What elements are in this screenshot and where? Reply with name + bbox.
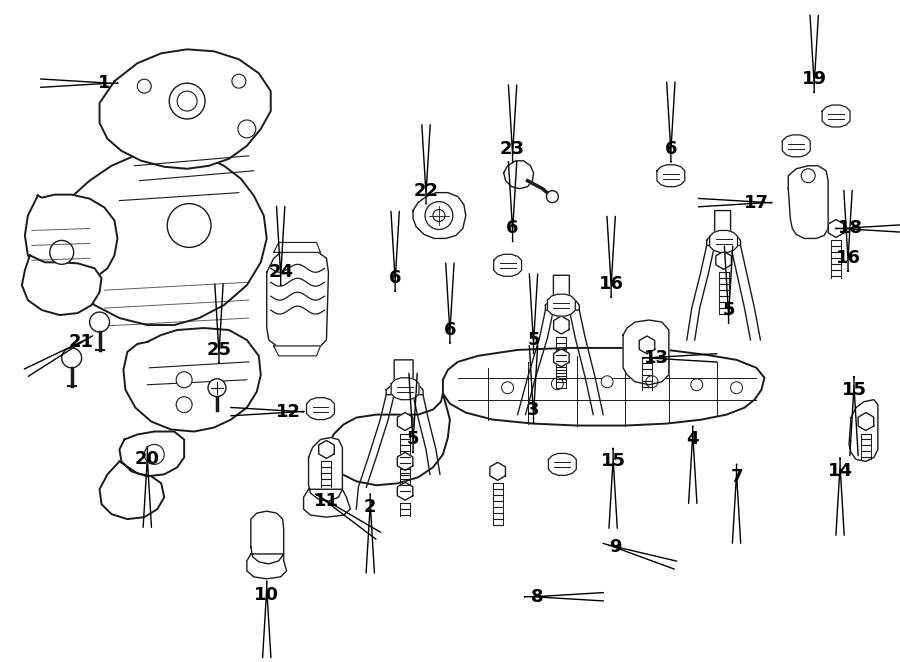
Polygon shape — [554, 349, 569, 367]
Polygon shape — [710, 230, 737, 252]
Text: 12: 12 — [276, 402, 302, 420]
Text: 13: 13 — [644, 349, 670, 367]
Polygon shape — [849, 400, 878, 461]
Text: 8: 8 — [531, 588, 544, 606]
Polygon shape — [247, 554, 287, 579]
Polygon shape — [274, 346, 320, 356]
Circle shape — [62, 348, 82, 368]
Text: 21: 21 — [69, 333, 94, 351]
Polygon shape — [859, 412, 874, 430]
Text: 15: 15 — [842, 381, 867, 399]
Text: 1: 1 — [98, 74, 111, 92]
Circle shape — [238, 120, 256, 138]
Polygon shape — [307, 398, 335, 420]
Polygon shape — [319, 440, 334, 458]
Circle shape — [601, 376, 613, 388]
Circle shape — [646, 376, 658, 388]
Circle shape — [208, 379, 226, 397]
Text: 17: 17 — [744, 193, 769, 212]
Text: 2: 2 — [364, 498, 376, 516]
Polygon shape — [554, 316, 569, 334]
Polygon shape — [25, 195, 117, 283]
Polygon shape — [788, 166, 828, 238]
Polygon shape — [392, 378, 419, 400]
Circle shape — [731, 382, 742, 394]
Circle shape — [546, 191, 558, 203]
Circle shape — [176, 397, 192, 412]
Polygon shape — [123, 328, 261, 432]
Polygon shape — [822, 105, 850, 127]
Circle shape — [90, 312, 110, 332]
Polygon shape — [490, 462, 506, 481]
Polygon shape — [639, 336, 654, 354]
Text: 7: 7 — [730, 468, 742, 487]
Text: 18: 18 — [838, 220, 862, 238]
Text: 5: 5 — [527, 331, 540, 349]
Polygon shape — [413, 193, 466, 238]
Polygon shape — [100, 50, 271, 169]
Polygon shape — [274, 242, 320, 252]
Circle shape — [144, 444, 164, 464]
Polygon shape — [706, 211, 741, 246]
Circle shape — [501, 382, 514, 394]
Text: 22: 22 — [413, 181, 438, 200]
Polygon shape — [251, 511, 284, 564]
Polygon shape — [547, 294, 575, 316]
Text: 24: 24 — [268, 263, 293, 281]
Polygon shape — [504, 161, 534, 189]
Polygon shape — [38, 151, 266, 325]
Circle shape — [176, 372, 192, 388]
Text: 10: 10 — [254, 586, 279, 604]
Polygon shape — [657, 165, 685, 187]
Polygon shape — [22, 256, 102, 315]
Polygon shape — [828, 220, 844, 238]
Text: 5: 5 — [723, 301, 734, 319]
Polygon shape — [623, 320, 669, 385]
Text: 23: 23 — [500, 140, 525, 158]
Text: 6: 6 — [507, 220, 518, 238]
Polygon shape — [716, 252, 732, 269]
Polygon shape — [397, 483, 413, 500]
Text: 11: 11 — [314, 493, 339, 510]
Polygon shape — [397, 452, 413, 470]
Text: 9: 9 — [609, 538, 621, 556]
Polygon shape — [309, 438, 342, 501]
Text: 4: 4 — [687, 430, 699, 448]
Polygon shape — [397, 412, 413, 430]
Text: 20: 20 — [135, 450, 160, 469]
Text: 6: 6 — [664, 140, 677, 158]
Polygon shape — [100, 461, 164, 519]
Text: 16: 16 — [835, 250, 860, 267]
Polygon shape — [328, 394, 450, 485]
Polygon shape — [266, 252, 328, 346]
Polygon shape — [303, 489, 350, 517]
Text: 16: 16 — [598, 275, 624, 293]
Polygon shape — [545, 275, 580, 310]
Circle shape — [691, 379, 703, 391]
Circle shape — [169, 83, 205, 119]
Circle shape — [425, 202, 453, 230]
Text: 3: 3 — [527, 401, 540, 418]
Circle shape — [232, 74, 246, 88]
Text: 6: 6 — [389, 269, 401, 287]
Polygon shape — [494, 254, 522, 276]
Text: 14: 14 — [828, 462, 852, 481]
Polygon shape — [548, 453, 576, 475]
Text: 6: 6 — [444, 321, 456, 339]
Circle shape — [138, 79, 151, 93]
Polygon shape — [120, 432, 184, 477]
Text: 15: 15 — [600, 452, 626, 471]
Circle shape — [167, 204, 211, 248]
Text: 5: 5 — [407, 430, 419, 448]
Polygon shape — [386, 360, 423, 395]
Circle shape — [50, 240, 74, 264]
Text: 19: 19 — [802, 70, 827, 88]
Circle shape — [552, 378, 563, 390]
Polygon shape — [782, 135, 810, 157]
Circle shape — [801, 169, 815, 183]
Polygon shape — [443, 348, 764, 426]
Text: 25: 25 — [206, 341, 231, 359]
